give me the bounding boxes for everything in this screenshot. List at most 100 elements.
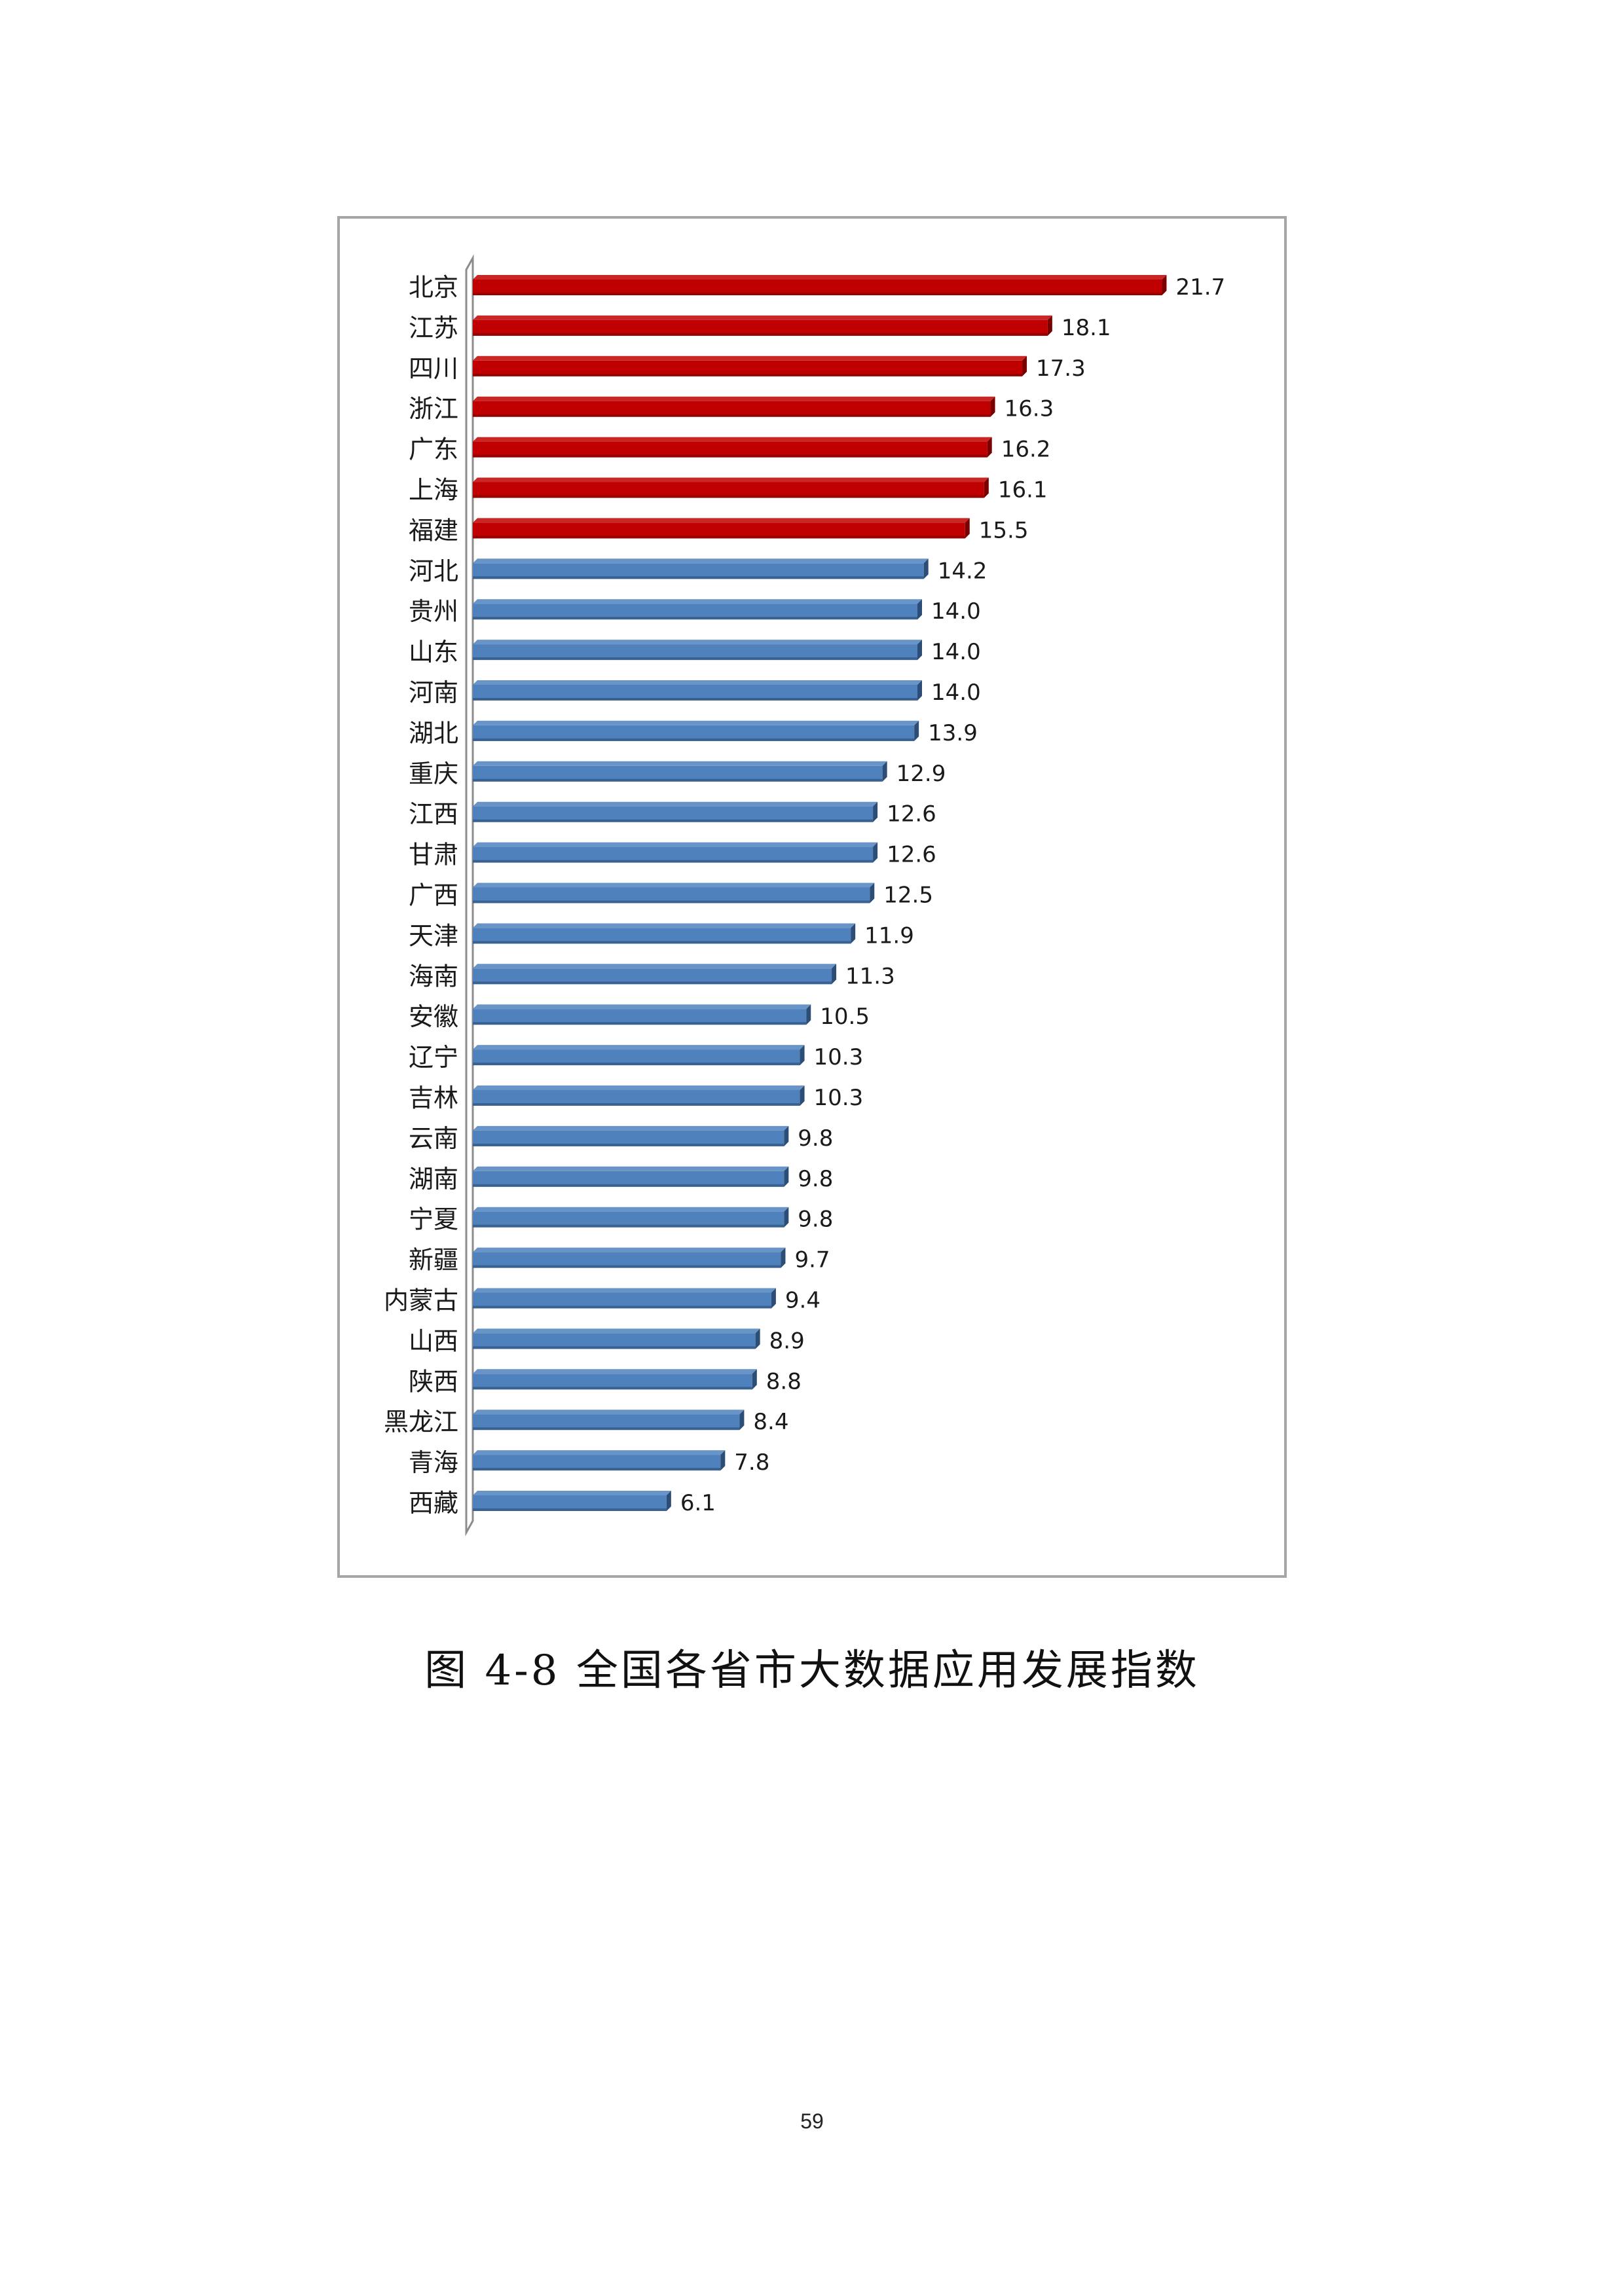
bar bbox=[473, 1085, 805, 1106]
bar-side bbox=[720, 1450, 726, 1471]
value-label: 16.1 bbox=[998, 477, 1048, 503]
chart-frame: 北京 21.7 江苏 18.1 四川 17.3 浙江 16.3 广东 16.2 上海 16.1 福建 15… bbox=[337, 216, 1287, 1578]
bar-top bbox=[473, 1328, 760, 1334]
value-label: 12.6 bbox=[887, 801, 936, 828]
bar-top bbox=[473, 1004, 811, 1010]
bar-top bbox=[473, 1450, 726, 1455]
bar-side bbox=[752, 1369, 757, 1390]
bar-shadow bbox=[473, 1224, 784, 1228]
bar-shadow bbox=[473, 495, 984, 498]
bar-top bbox=[473, 1491, 671, 1495]
value-label: 21.7 bbox=[1175, 274, 1225, 301]
bar bbox=[473, 842, 878, 863]
bar-shadow bbox=[473, 293, 1162, 295]
bar-shadow bbox=[473, 1305, 771, 1309]
bar bbox=[473, 1247, 786, 1268]
value-label: 10.5 bbox=[820, 1004, 870, 1030]
bar-top bbox=[473, 1085, 805, 1090]
bar-top bbox=[473, 842, 878, 847]
bar-face bbox=[473, 441, 987, 458]
bar-side bbox=[851, 923, 856, 944]
category-label: 上海 bbox=[409, 476, 458, 505]
category-label: 安徽 bbox=[409, 1002, 458, 1031]
bar-face bbox=[473, 806, 874, 822]
category-label: 甘肃 bbox=[409, 841, 458, 869]
bar-top bbox=[473, 1369, 757, 1374]
bar-side bbox=[784, 1207, 789, 1228]
bar-side bbox=[873, 842, 878, 863]
axis-layer bbox=[465, 254, 474, 1537]
bar-side bbox=[917, 640, 922, 661]
bar-top bbox=[473, 1045, 805, 1050]
bar-shadow bbox=[473, 698, 917, 701]
bar-top bbox=[473, 1125, 789, 1131]
bar-side bbox=[800, 1045, 805, 1066]
category-label: 内蒙古 bbox=[384, 1286, 458, 1315]
bar-chart: 北京 21.7 江苏 18.1 四川 17.3 浙江 16.3 广东 16.2 上海 16.1 福建 15… bbox=[384, 254, 1225, 1537]
bar-side bbox=[873, 801, 878, 822]
bar-top bbox=[473, 315, 1052, 320]
category-label: 湖南 bbox=[409, 1165, 458, 1194]
bar-top bbox=[473, 275, 1167, 280]
bar bbox=[473, 437, 992, 458]
category-label: 青海 bbox=[409, 1448, 458, 1477]
bar-side bbox=[784, 1125, 789, 1146]
bar bbox=[473, 1450, 726, 1471]
bar-shadow bbox=[473, 1427, 740, 1430]
bar-top bbox=[473, 518, 970, 523]
bar bbox=[473, 964, 837, 985]
value-label: 14.0 bbox=[931, 598, 981, 625]
bar-shadow bbox=[473, 454, 987, 458]
bar bbox=[473, 1045, 805, 1066]
bar bbox=[473, 883, 875, 903]
bar-side bbox=[923, 558, 929, 579]
bar bbox=[473, 1288, 776, 1309]
bar-shadow bbox=[473, 819, 874, 822]
value-label: 8.9 bbox=[769, 1328, 805, 1354]
bar-side bbox=[666, 1491, 671, 1511]
value-label: 9.4 bbox=[785, 1288, 821, 1314]
value-label: 9.8 bbox=[798, 1166, 833, 1192]
labels-layer: 北京 21.7 江苏 18.1 四川 17.3 浙江 16.3 广东 16.2 上海 16.1 福建 15… bbox=[384, 273, 1225, 1518]
page-number: 59 bbox=[800, 2109, 824, 2133]
bar-side bbox=[800, 1085, 805, 1106]
bar-side bbox=[1047, 315, 1052, 336]
category-label: 西藏 bbox=[409, 1489, 458, 1518]
value-label: 18.1 bbox=[1061, 315, 1111, 341]
bar-side bbox=[917, 599, 922, 620]
bar-top bbox=[473, 599, 922, 604]
value-label: 9.7 bbox=[794, 1247, 830, 1273]
bars-layer bbox=[473, 275, 1167, 1511]
bar-shadow bbox=[473, 1468, 721, 1471]
bar-shadow bbox=[473, 1143, 784, 1146]
category-label: 山东 bbox=[409, 638, 458, 666]
bar-shadow bbox=[473, 414, 991, 417]
category-label: 四川 bbox=[409, 354, 458, 383]
category-label: 北京 bbox=[409, 273, 458, 302]
value-label: 16.3 bbox=[1005, 396, 1054, 422]
bar-side bbox=[781, 1247, 786, 1268]
bar-top bbox=[473, 355, 1027, 361]
bar-shadow bbox=[473, 1103, 800, 1106]
bar-face bbox=[473, 360, 1023, 376]
bar bbox=[473, 396, 995, 417]
value-label: 11.3 bbox=[845, 963, 895, 989]
value-label: 9.8 bbox=[798, 1207, 833, 1233]
bar-shadow bbox=[473, 1265, 781, 1268]
value-label: 6.1 bbox=[680, 1490, 716, 1516]
bar-side bbox=[739, 1410, 745, 1430]
bar-shadow bbox=[473, 333, 1048, 336]
bar bbox=[473, 355, 1027, 376]
category-label: 贵州 bbox=[409, 597, 458, 626]
figure-caption: 图 4-8 全国各省市大数据应用发展指数 bbox=[424, 1647, 1200, 1695]
bar-top bbox=[473, 437, 992, 442]
bar bbox=[473, 680, 922, 701]
bar bbox=[473, 599, 922, 620]
category-label: 河南 bbox=[409, 678, 458, 707]
bar-side bbox=[914, 720, 919, 741]
bar-side bbox=[755, 1328, 760, 1349]
bar-shadow bbox=[473, 1346, 756, 1349]
category-label: 山西 bbox=[409, 1326, 458, 1355]
bar-top bbox=[473, 558, 929, 564]
bar-side bbox=[806, 1004, 811, 1025]
